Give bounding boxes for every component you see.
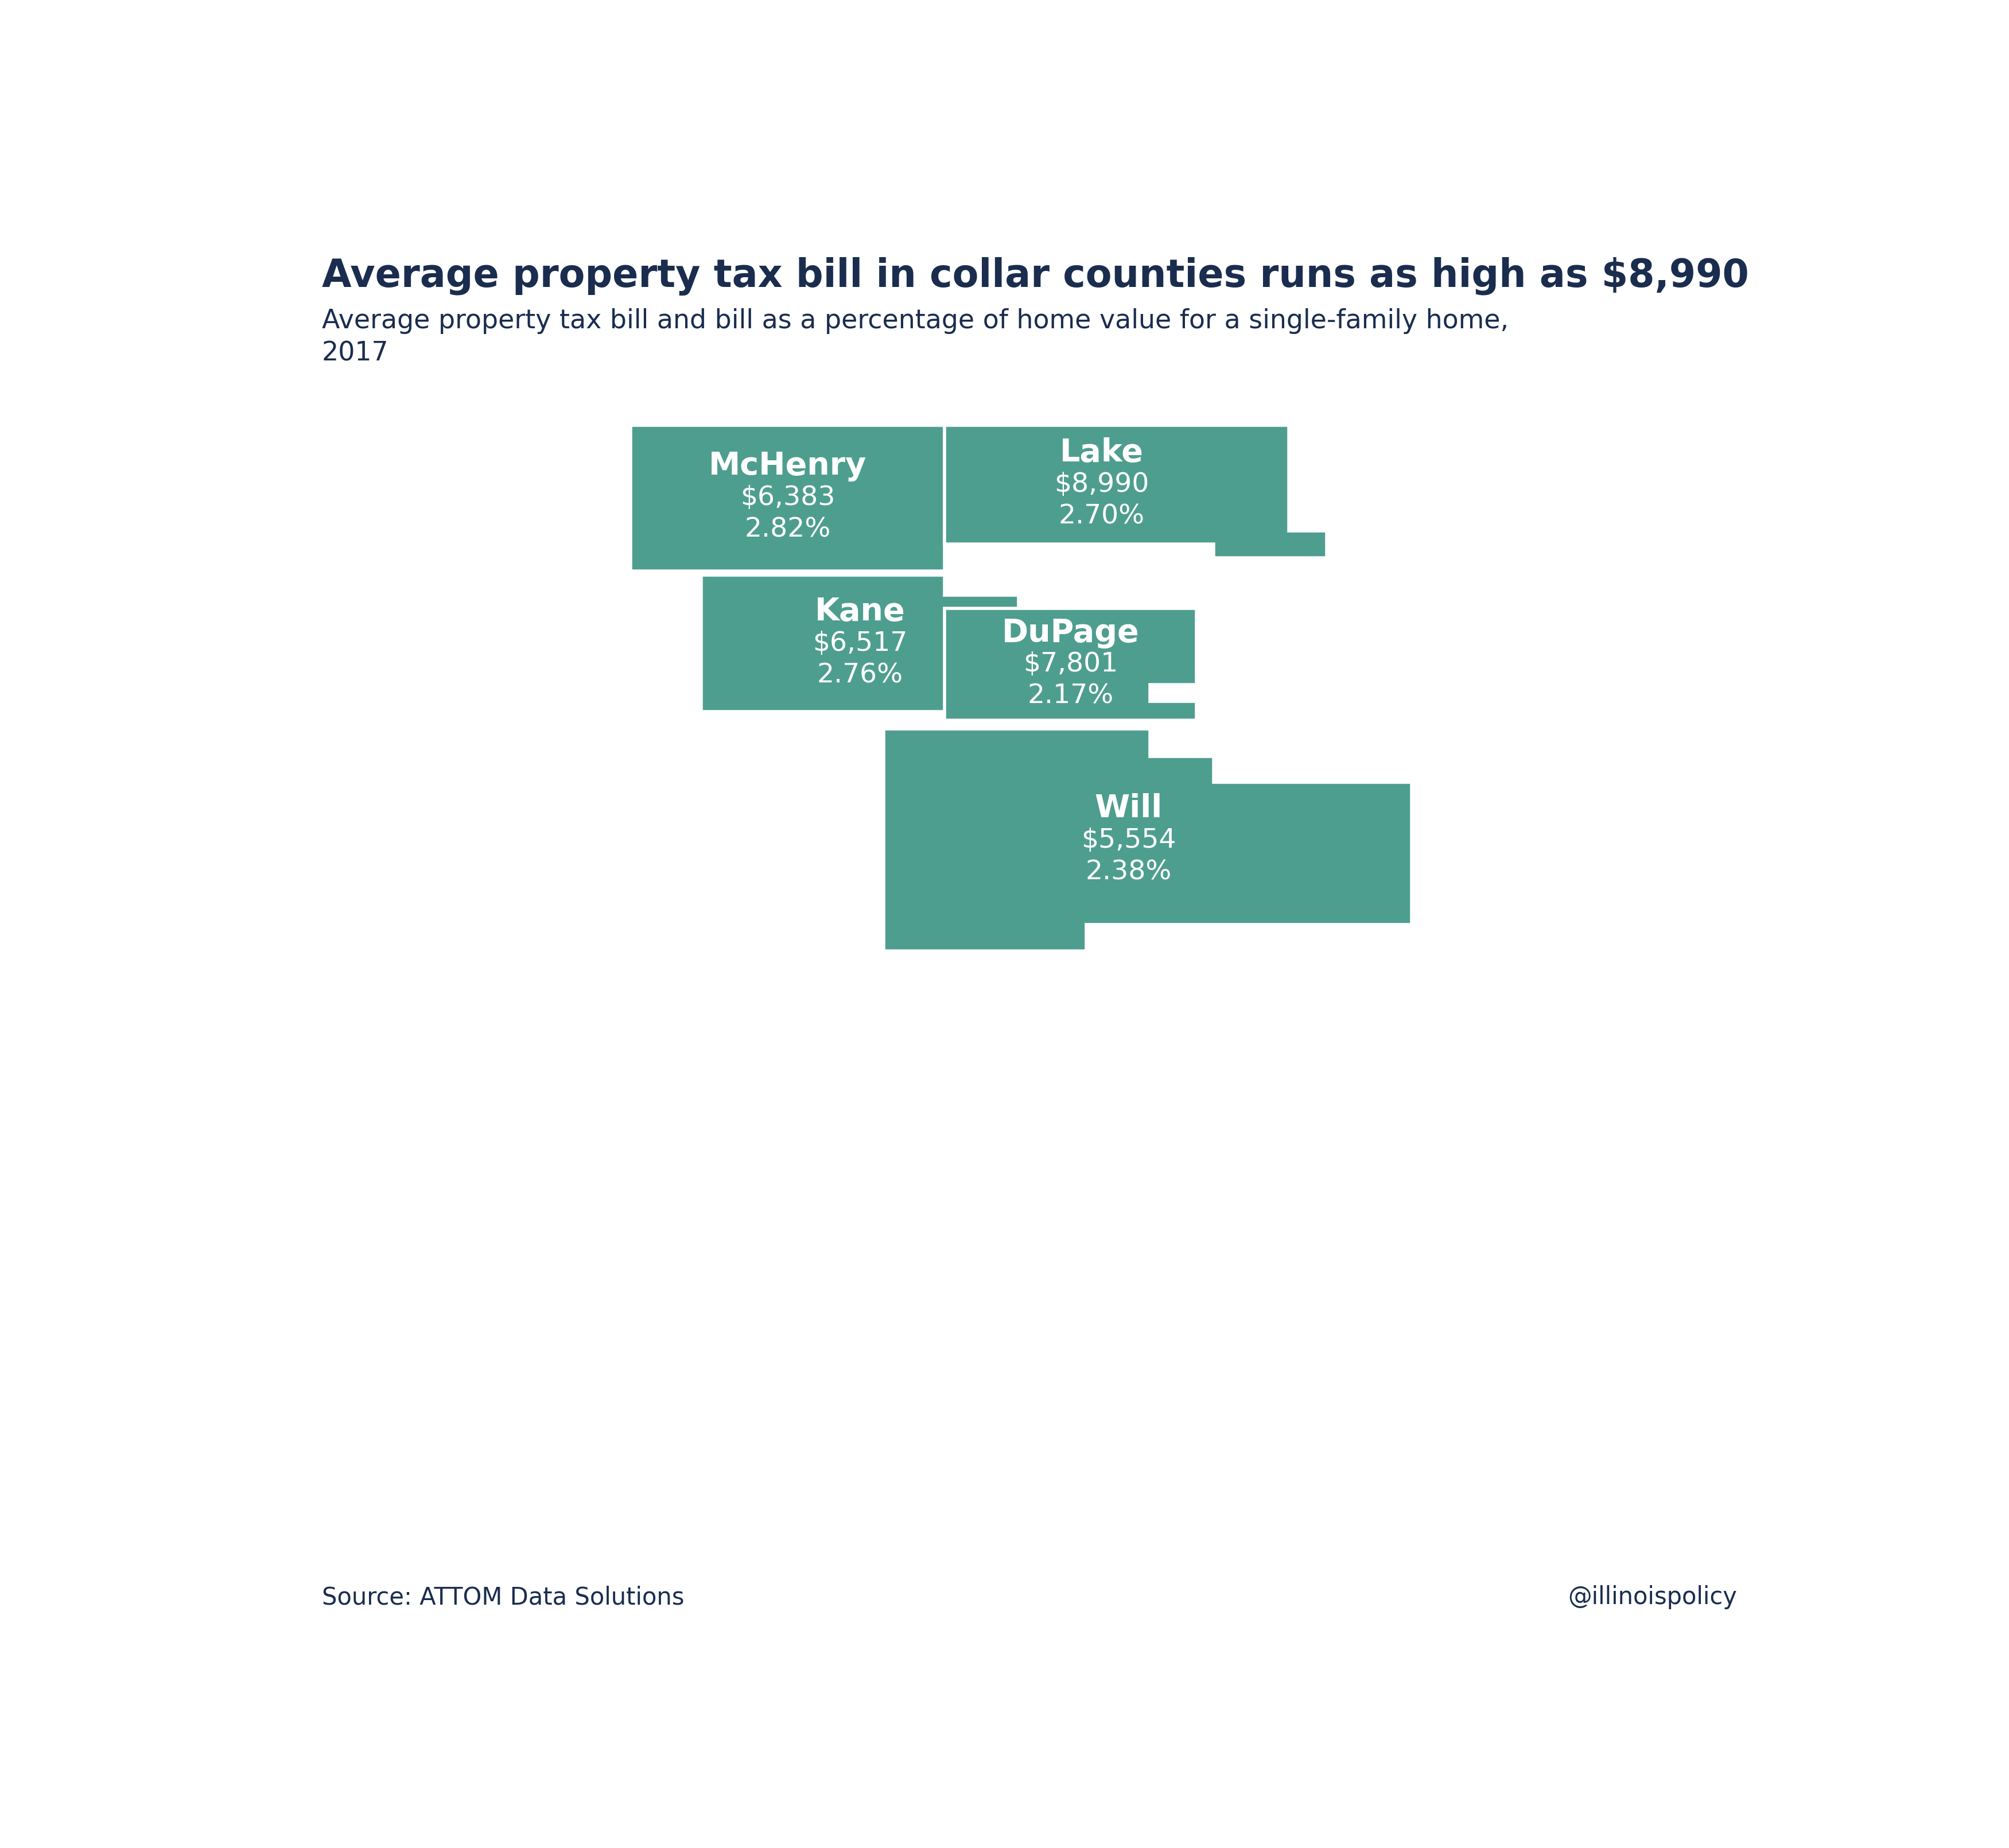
Text: Will: Will [1095,793,1163,824]
Text: Kane: Kane [814,597,904,628]
Text: Lake: Lake [1061,438,1143,468]
Text: 2.82%: 2.82% [745,517,830,543]
Text: Source: ATTOM Data Solutions: Source: ATTOM Data Solutions [321,1586,685,1610]
Polygon shape [944,425,1326,558]
Text: @illinoispolicy: @illinoispolicy [1569,1586,1738,1610]
Text: 2.38%: 2.38% [1085,859,1171,885]
Text: DuPage: DuPage [1002,617,1139,649]
Text: 2.76%: 2.76% [818,663,902,689]
Text: $8,990: $8,990 [1055,471,1149,497]
Polygon shape [944,608,1197,721]
Text: $6,517: $6,517 [812,630,908,656]
Polygon shape [701,575,1019,711]
Polygon shape [884,730,1412,952]
Text: 2.17%: 2.17% [1027,684,1113,710]
Polygon shape [631,425,944,571]
Text: $7,801: $7,801 [1023,652,1119,678]
Text: McHenry: McHenry [709,451,866,482]
Text: Average property tax bill in collar counties runs as high as $8,990: Average property tax bill in collar coun… [321,257,1750,296]
Text: $6,383: $6,383 [739,484,836,510]
Text: $5,554: $5,554 [1081,828,1175,854]
Text: 2.70%: 2.70% [1059,505,1145,529]
Text: Average property tax bill and bill as a percentage of home value for a single-fa: Average property tax bill and bill as a … [321,309,1509,366]
